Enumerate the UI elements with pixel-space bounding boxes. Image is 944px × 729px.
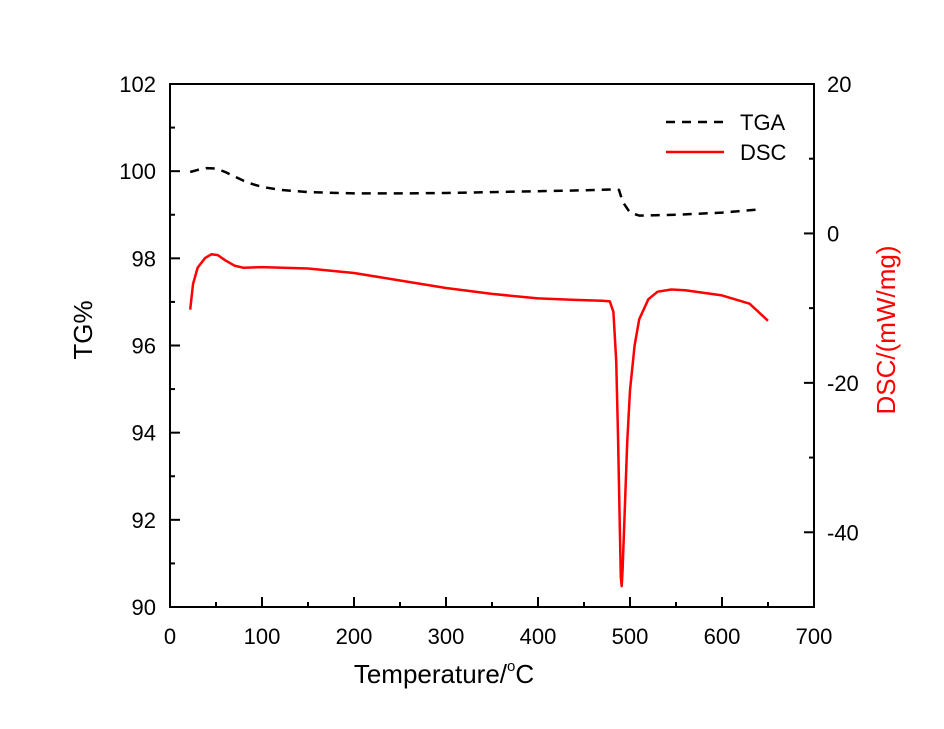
x-tick-label: 0	[164, 624, 176, 649]
y-left-tick-label: 102	[119, 72, 156, 97]
y-right-tick-label: 20	[827, 72, 851, 97]
x-axis-title-unit: C	[515, 659, 534, 689]
y-right-tick-label: -40	[827, 520, 859, 545]
y-left-tick-label: 100	[119, 159, 156, 184]
x-tick-label: 500	[612, 624, 649, 649]
x-axis-title-degree: o	[507, 658, 515, 675]
x-axis-title-main: Temperature/	[354, 659, 508, 689]
x-tick-label: 600	[704, 624, 741, 649]
legend-tga-label: TGA	[740, 110, 786, 135]
y-axis-right-title: DSC/(mW/mg)	[871, 246, 901, 415]
x-tick-label: 300	[428, 624, 465, 649]
tga-series-line	[189, 166, 759, 217]
x-tick-label: 200	[336, 624, 373, 649]
y-left-tick-label: 98	[132, 246, 156, 271]
y-right-tick-label: -20	[827, 371, 859, 396]
labels-layer: 0 100 200 300 400 500 600 7009092949698100102-4…	[119, 72, 859, 649]
x-tick-label: 700	[796, 624, 833, 649]
x-axis-title: Temperature/oC	[354, 658, 534, 689]
y-right-tick-label: 0	[827, 221, 839, 246]
y-left-tick-label: 92	[132, 508, 156, 533]
plot-frame	[169, 83, 815, 608]
legend: TGA DSC	[666, 110, 787, 165]
y-axis-left-title: TG%	[68, 300, 98, 359]
ticks-layer	[169, 83, 815, 608]
y-left-tick-label: 94	[132, 421, 156, 446]
series-layer	[188, 166, 769, 588]
x-tick-label: 400	[520, 624, 557, 649]
dsc-series-line	[188, 253, 769, 588]
x-tick-label: 100	[244, 624, 281, 649]
y-left-tick-label: 96	[132, 334, 156, 359]
legend-dsc-label: DSC	[740, 140, 787, 165]
y-left-tick-label: 90	[132, 595, 156, 620]
